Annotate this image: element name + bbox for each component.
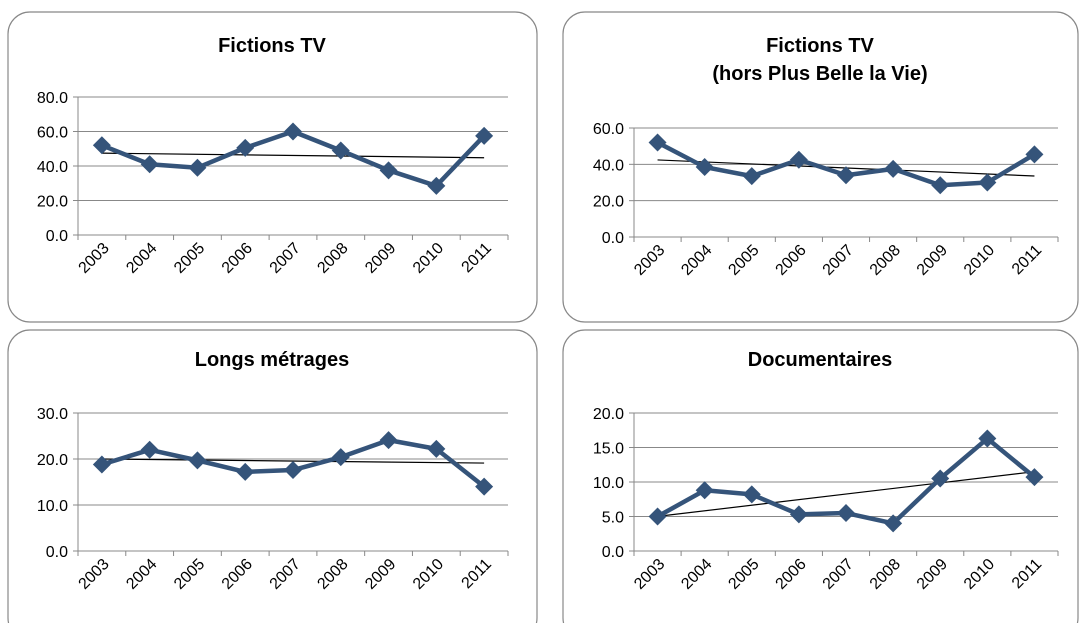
marker — [742, 167, 761, 186]
y-tick-label: 40.0 — [593, 157, 624, 174]
marker — [789, 505, 808, 524]
chart-title: Fictions TV — [766, 35, 874, 57]
marker — [978, 173, 997, 192]
marker — [978, 429, 997, 448]
marker — [92, 455, 111, 474]
panel — [562, 329, 1079, 623]
marker — [837, 166, 855, 185]
marker — [92, 136, 111, 155]
marker — [475, 126, 494, 145]
marker — [648, 507, 667, 526]
y-tick-label: 15.0 — [593, 441, 624, 458]
y-tick-label: 20.0 — [37, 452, 68, 469]
marker — [931, 469, 950, 488]
chart-title: Documentaires — [748, 349, 893, 371]
panel — [7, 11, 538, 323]
panel — [7, 329, 538, 623]
y-tick-label: 60.0 — [37, 125, 68, 142]
marker — [695, 158, 714, 177]
marker — [648, 133, 667, 152]
y-tick-label: 20.0 — [37, 194, 68, 211]
y-tick-label: 0.0 — [46, 544, 68, 561]
marker — [884, 514, 903, 533]
trendline — [657, 471, 1035, 517]
marker — [284, 461, 302, 480]
chart-title: Fictions TV — [218, 35, 326, 57]
y-tick-label: 20.0 — [593, 194, 624, 211]
marker — [884, 159, 903, 178]
marker — [379, 431, 398, 450]
y-tick-label: 30.0 — [37, 406, 68, 423]
marker — [140, 155, 159, 174]
marker — [188, 158, 207, 177]
marker — [1025, 468, 1044, 487]
marker — [331, 141, 350, 160]
marker — [188, 451, 207, 470]
marker — [236, 138, 255, 157]
marker — [427, 439, 446, 458]
marker — [427, 176, 446, 195]
trendline — [101, 152, 485, 159]
y-tick-label: 80.0 — [37, 90, 68, 107]
y-tick-label: 40.0 — [37, 159, 68, 176]
y-tick-label: 0.0 — [602, 544, 624, 561]
y-tick-label: 0.0 — [46, 228, 68, 245]
chart-title: (hors Plus Belle la Vie) — [712, 63, 927, 85]
marker — [331, 448, 350, 467]
marker — [379, 161, 398, 180]
marker — [284, 122, 302, 141]
marker — [475, 477, 494, 496]
marker — [789, 150, 808, 169]
chart-title: Longs métrages — [195, 349, 349, 371]
marker — [931, 176, 950, 195]
marker — [837, 504, 855, 523]
marker — [695, 481, 714, 500]
y-tick-label: 20.0 — [593, 406, 624, 423]
marker — [236, 462, 255, 481]
marker — [140, 440, 159, 459]
y-tick-label: 0.0 — [602, 230, 624, 247]
y-tick-label: 10.0 — [37, 498, 68, 515]
y-tick-label: 5.0 — [602, 510, 624, 527]
marker — [1025, 145, 1044, 164]
y-tick-label: 60.0 — [593, 121, 624, 138]
y-tick-label: 10.0 — [593, 475, 624, 492]
marker — [742, 485, 761, 504]
